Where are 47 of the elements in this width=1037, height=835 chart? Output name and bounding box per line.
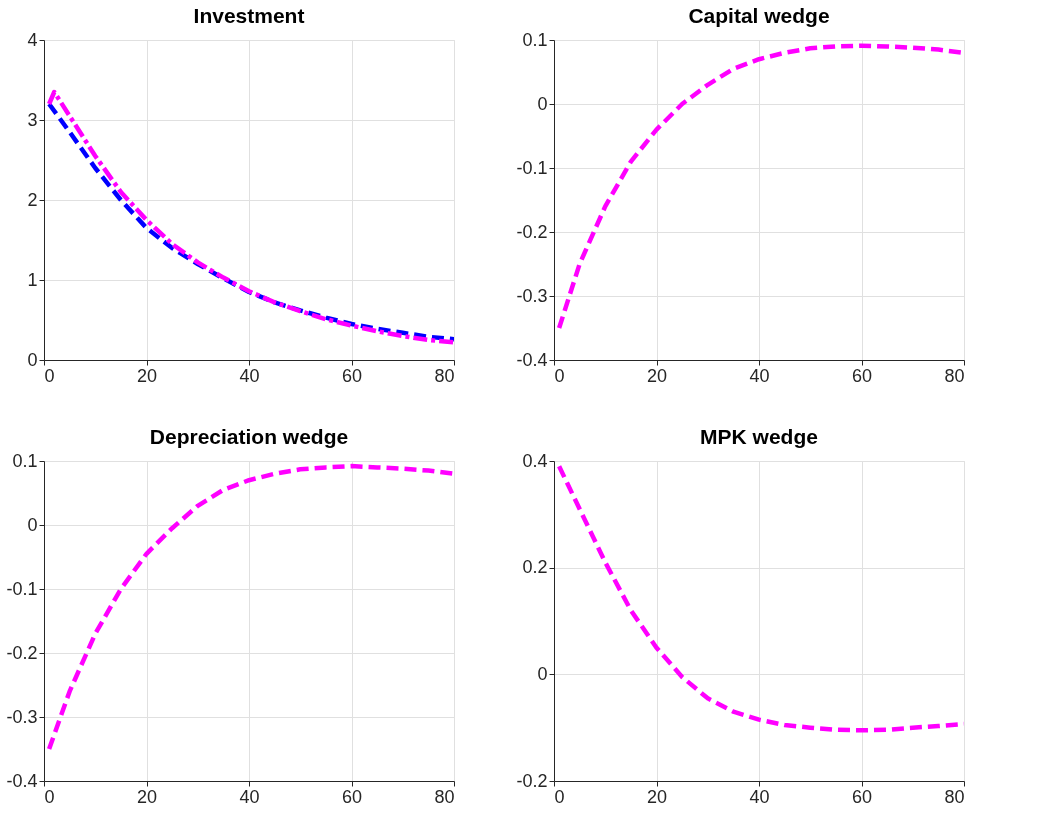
x-tick-label: 0 <box>554 786 565 807</box>
line-series <box>46 463 454 752</box>
x-tick-label: 60 <box>341 786 363 807</box>
y-tick-label: 0.1 <box>522 29 548 50</box>
y-tick-label: -0.4 <box>516 349 548 370</box>
y-tick-label: -0.2 <box>516 770 548 791</box>
chart-title: Depreciation wedge <box>149 425 349 448</box>
y-tick-label: 3 <box>27 109 38 130</box>
x-tick-label: 0 <box>554 365 565 386</box>
x-tick-label: 20 <box>136 365 158 386</box>
y-tick-label: 0.1 <box>12 450 38 471</box>
y-tick-label: -0.1 <box>6 578 38 599</box>
chart-title: Investment <box>193 4 305 27</box>
x-tick-label: 20 <box>646 365 668 386</box>
y-tick-label: 1 <box>27 269 38 290</box>
y-tick-label: -0.1 <box>516 157 548 178</box>
y-tick-label: 4 <box>27 29 38 50</box>
y-tick-label: 0 <box>537 663 548 684</box>
x-tick-label: 40 <box>239 786 260 807</box>
y-tick-label: 0 <box>537 93 548 114</box>
chart-title: Capital wedge <box>688 4 830 27</box>
y-tick-label: -0.3 <box>516 285 548 306</box>
line-series <box>556 43 964 331</box>
y-tick-label: -0.2 <box>6 642 38 663</box>
y-tick-label: 0 <box>27 514 38 535</box>
x-tick-label: 60 <box>341 365 363 386</box>
y-tick-label: -0.2 <box>516 221 548 242</box>
x-tick-label: 40 <box>749 786 770 807</box>
y-tick-label: -0.3 <box>6 706 38 727</box>
x-tick-label: 60 <box>851 365 873 386</box>
x-tick-label: 40 <box>239 365 260 386</box>
x-tick-label: 60 <box>851 786 873 807</box>
y-tick-label: 0 <box>27 349 38 370</box>
x-tick-label: 80 <box>434 365 455 386</box>
x-tick-label: 0 <box>44 365 55 386</box>
x-tick-label: 80 <box>944 786 965 807</box>
x-tick-label: 80 <box>944 365 965 386</box>
x-tick-label: 20 <box>646 786 668 807</box>
x-tick-label: 40 <box>749 365 770 386</box>
x-tick-label: 80 <box>434 786 455 807</box>
x-tick-label: 20 <box>136 786 158 807</box>
y-tick-label: 0.4 <box>522 450 548 471</box>
y-tick-label: -0.4 <box>6 770 38 791</box>
y-tick-label: 0.2 <box>522 557 548 578</box>
x-tick-label: 0 <box>44 786 55 807</box>
y-tick-label: 2 <box>27 189 38 210</box>
chart-title: MPK wedge <box>700 425 818 448</box>
